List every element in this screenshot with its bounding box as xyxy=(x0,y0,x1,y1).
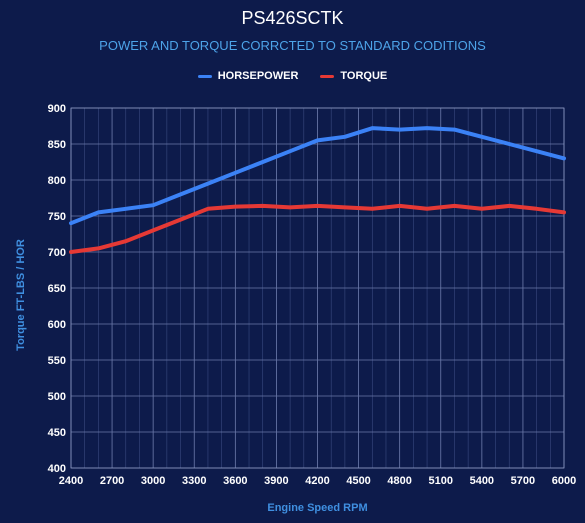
y-tick-label: 750 xyxy=(48,211,66,223)
y-tick-label: 850 xyxy=(48,139,66,151)
y-tick-label: 800 xyxy=(48,175,66,187)
x-tick-label: 4800 xyxy=(387,475,411,487)
legend-item-horsepower[interactable]: HORSEPOWER xyxy=(197,70,299,82)
x-tick-label: 2700 xyxy=(100,475,124,487)
y-tick-label: 600 xyxy=(48,319,66,331)
x-tick-label: 6000 xyxy=(552,475,576,487)
legend-label-horsepower: HORSEPOWER xyxy=(217,70,299,82)
x-axis-label: Engine Speed RPM xyxy=(267,502,368,514)
x-tick-label: 3900 xyxy=(264,475,288,487)
legend-item-torque[interactable]: TORQUE xyxy=(320,70,387,82)
y-tick-label: 900 xyxy=(48,103,66,115)
chart-subtitle: POWER AND TORQUE CORRCTED TO STANDARD CO… xyxy=(99,38,486,53)
y-tick-label: 500 xyxy=(48,391,66,403)
chart-title: PS426SCTK xyxy=(241,8,344,28)
x-tick-label: 3300 xyxy=(182,475,206,487)
y-tick-label: 550 xyxy=(48,355,66,367)
series-line-torque xyxy=(69,203,566,254)
legend-label-torque: TORQUE xyxy=(340,70,388,82)
y-tick-label: 650 xyxy=(48,283,66,295)
legend-swatch-horsepower xyxy=(197,74,212,78)
y-tick-label: 700 xyxy=(48,247,66,259)
y-tick-label: 400 xyxy=(48,463,66,475)
legend-swatch-torque xyxy=(320,74,335,78)
x-tick-label: 4200 xyxy=(305,475,329,487)
x-tick-label: 2400 xyxy=(59,475,83,487)
x-tick-label: 5100 xyxy=(429,475,453,487)
x-tick-label: 3600 xyxy=(223,475,247,487)
series-line-horsepower xyxy=(69,126,566,226)
x-tick-label: 5400 xyxy=(470,475,494,487)
x-tick-label: 4500 xyxy=(346,475,370,487)
x-tick-label: 5700 xyxy=(511,475,535,487)
plot-border xyxy=(70,107,565,469)
y-tick-label: 450 xyxy=(48,427,66,439)
legend: HORSEPOWER TORQUE xyxy=(0,70,585,82)
x-tick-label: 3000 xyxy=(141,475,165,487)
